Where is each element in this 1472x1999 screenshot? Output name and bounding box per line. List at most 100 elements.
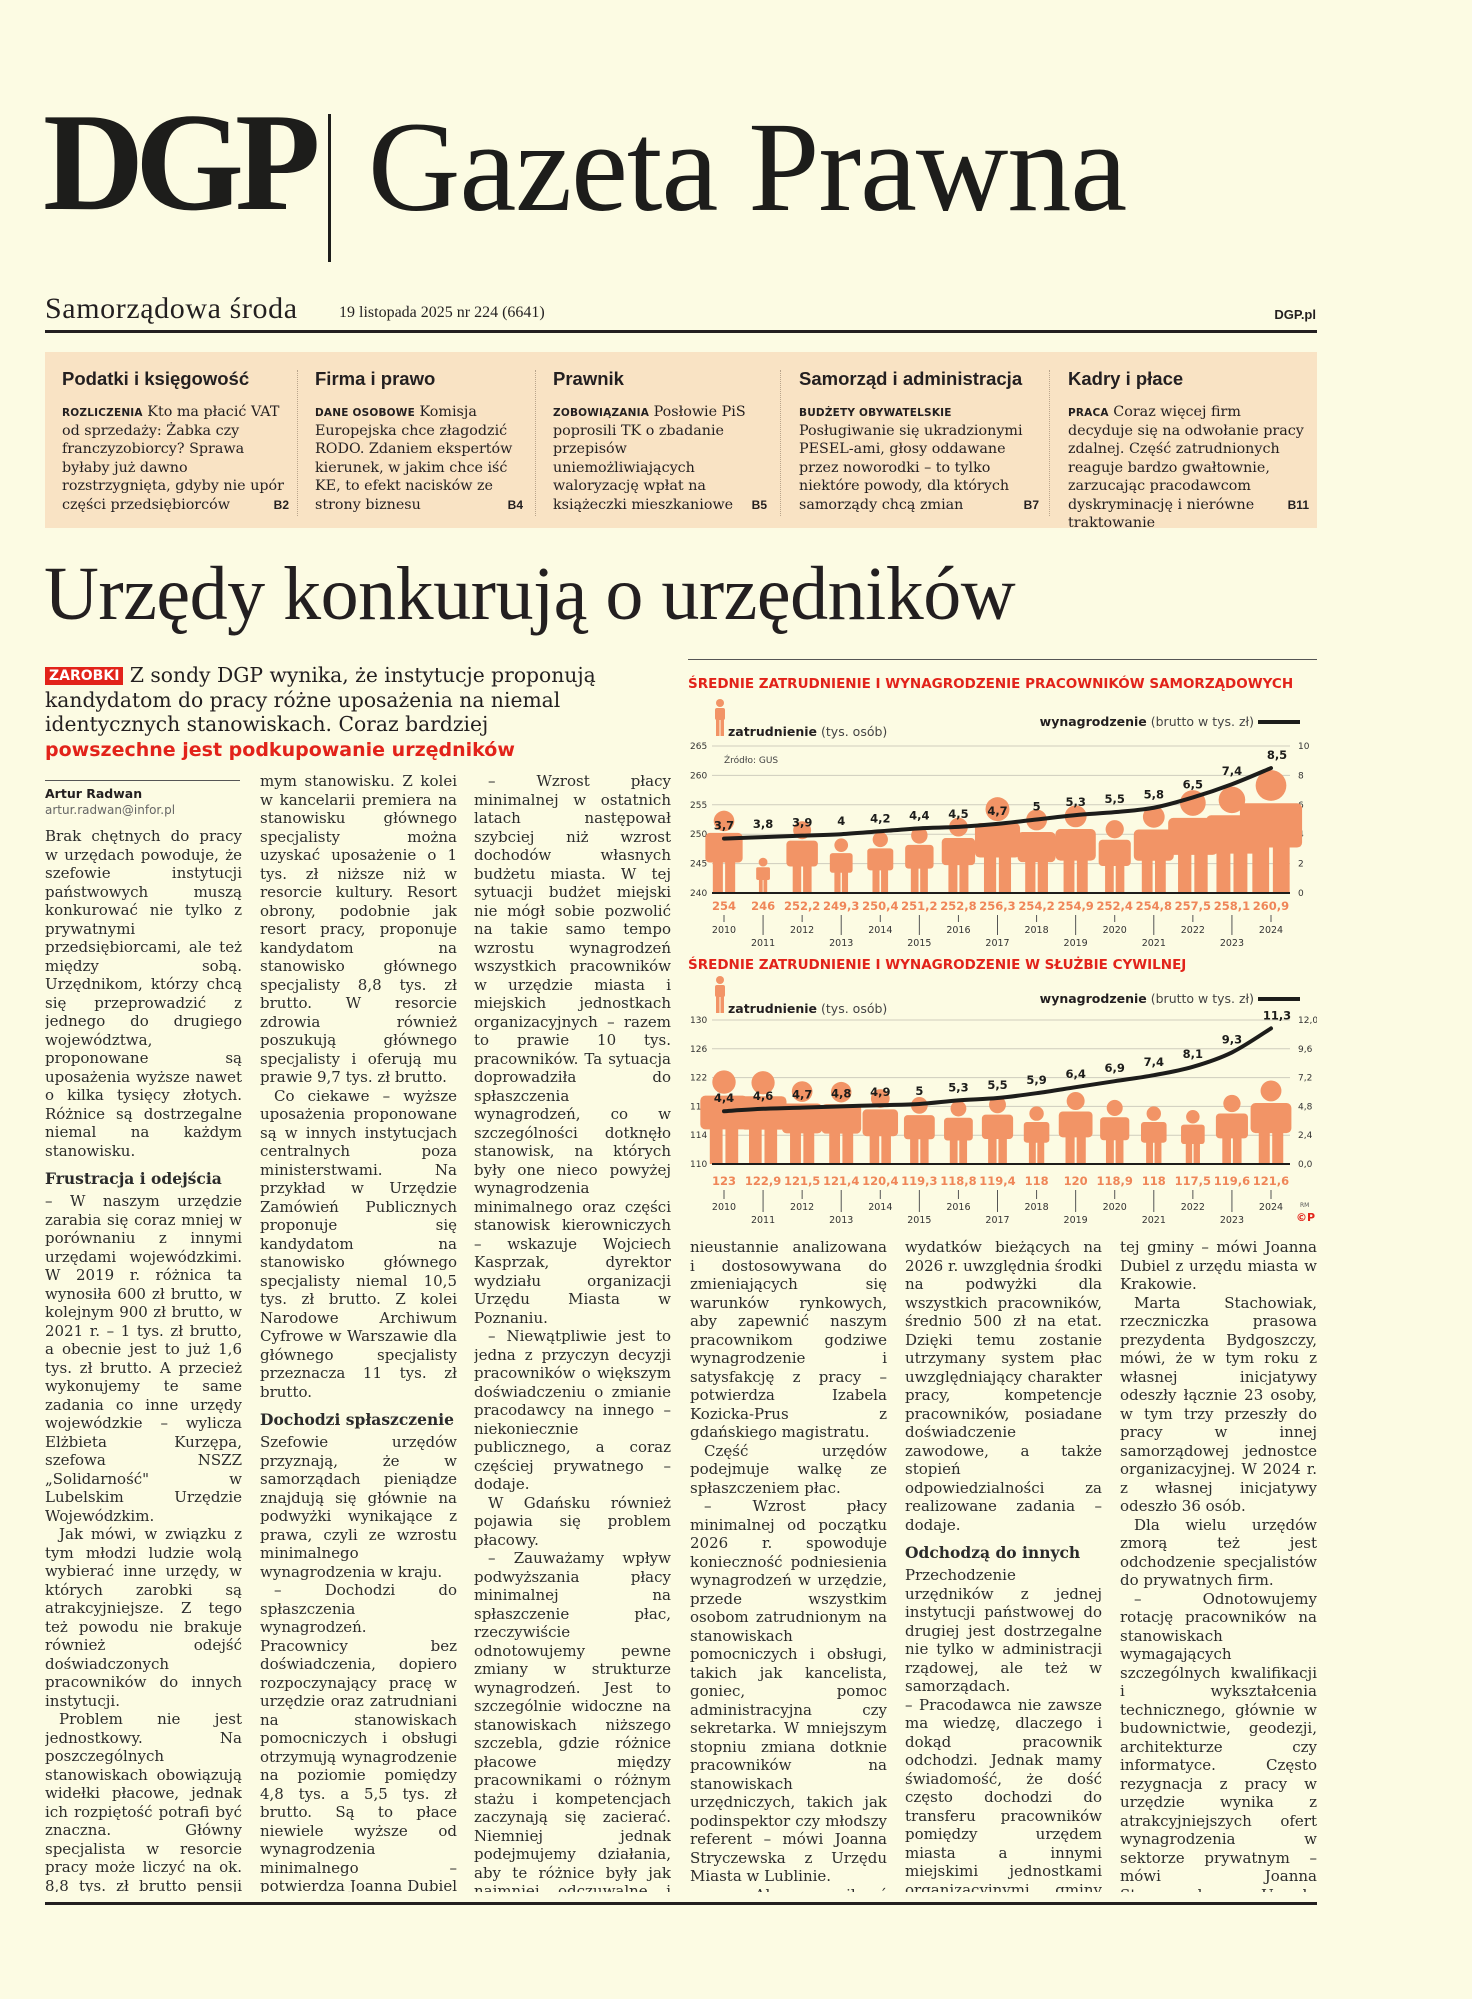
person-leg	[1063, 855, 1075, 893]
person-figure-bar	[1181, 1110, 1205, 1164]
employment-value-label: 254,2	[1018, 899, 1054, 913]
salary-value-label: 8,5	[1267, 748, 1287, 762]
teaser-body: Posłowie PiS poprosili TK o zbadanie prz…	[553, 404, 746, 513]
author-email[interactable]: artur.radwan@infor.pl	[45, 803, 176, 817]
employment-value-label: 249,3	[823, 899, 859, 913]
salary-line	[722, 1026, 1273, 1114]
right-tick-label: 10	[1298, 742, 1310, 752]
person-leg	[1115, 1136, 1124, 1164]
person-torso	[781, 1103, 823, 1134]
left-tick-label: 114	[690, 1131, 707, 1141]
person-leg	[1216, 847, 1231, 893]
legend-salary: wynagrodzenie (brutto w tys. zł)	[1040, 991, 1254, 1006]
person-figure-bar	[1098, 820, 1131, 893]
employment-value-label: 258,1	[1214, 899, 1250, 913]
person-torso	[903, 1115, 935, 1140]
paragraph-text: Szefowie urzędów przyznają, że w samorzą…	[260, 1433, 457, 1581]
paragraph-text: Problem nie jest jednostkowy. Na poszcze…	[45, 1710, 242, 1892]
article-column-5: wydatków bieżących na 2026 r. uwzględnia…	[905, 1238, 1102, 1892]
person-leg	[1115, 861, 1125, 893]
salary-value-label: 6,9	[1105, 1061, 1125, 1075]
lead-highlight: powszechne jest podkupowanie urzędników	[45, 738, 515, 761]
teaser-page: B5	[751, 498, 767, 512]
legend-person-torso	[715, 708, 725, 720]
person-figure-bar	[981, 1096, 1014, 1164]
salary-value-label: 4	[837, 814, 845, 828]
lead-text: Z sondy DGP wynika, że instytucje propon…	[45, 663, 596, 736]
person-torso	[1055, 829, 1096, 861]
year-label: 2016	[946, 925, 970, 936]
teaser-divider	[1049, 370, 1050, 516]
article-paragraph: W Gdańsku również pojawia się problem pł…	[474, 1494, 671, 1550]
person-leg	[1141, 855, 1153, 893]
person-torso	[1023, 1121, 1050, 1143]
employment-value-label: 254	[712, 899, 736, 913]
teaser-podatki[interactable]: Podatki i księgowość ROZLICZENIA Kto ma …	[62, 368, 289, 518]
chart-credit: RM	[1300, 1202, 1309, 1209]
salary-value-label: 9,3	[1222, 1032, 1242, 1046]
year-label: 2016	[946, 1202, 970, 1213]
paragraph-text: – Niewątpliwie jest to jedna z przyczyn …	[474, 1327, 671, 1493]
teaser-firma[interactable]: Firma i prawo DANE OSOBOWE Komisja Europ…	[315, 368, 523, 518]
person-leg	[988, 1134, 997, 1164]
person-leg	[725, 1123, 739, 1164]
teaser-samorzad[interactable]: Samorząd i administracja BUDŻETY OBYWATE…	[799, 368, 1039, 518]
teaser-text: ROZLICZENIA Kto ma płacić VAT od sprzeda…	[62, 403, 289, 514]
teaser-tag: ROZLICZENIA	[62, 407, 143, 419]
person-leg	[872, 866, 880, 893]
person-leg	[869, 1131, 880, 1164]
person-leg	[1025, 857, 1036, 893]
person-leg	[998, 1134, 1007, 1164]
legend-employment-unit: (tys. osób)	[821, 724, 887, 739]
person-head	[989, 1096, 1006, 1114]
left-tick-label: 260	[690, 771, 707, 781]
employment-value-label: 260,9	[1253, 899, 1289, 913]
paragraph-text: nieustannie analizowana i dostosowywana …	[690, 1238, 887, 1441]
salary-value-label: 4,7	[987, 804, 1007, 818]
teaser-heading: Firma i prawo	[315, 368, 436, 389]
person-leg	[1037, 857, 1048, 893]
article-subheading: Frustracja i odejścia	[45, 1169, 242, 1188]
employment-value-label: 121,4	[823, 1174, 859, 1188]
teaser-prawnik[interactable]: Prawnik ZOBOWIĄZANIA Posłowie PiS popros…	[553, 368, 767, 518]
article-paragraph: Co ciekawe – wyższe uposażenia proponowa…	[260, 1087, 457, 1402]
salary-value-label: 6,5	[1183, 777, 1203, 791]
year-label: 2020	[1103, 1202, 1127, 1213]
salary-value-label: 11,3	[1263, 1008, 1291, 1022]
teaser-text: DANE OSOBOWE Komisja Europejska chce zła…	[315, 403, 523, 514]
article-column-1: Brak chętnych do pracy w urzędach powodu…	[45, 827, 242, 1892]
website-link[interactable]: DGP.pl	[1274, 307, 1316, 322]
person-leg	[1154, 1139, 1162, 1164]
person-leg	[764, 1124, 778, 1164]
teaser-body: Kto ma płacić VAT od sprzedaży: Żabka cz…	[62, 404, 284, 513]
salary-value-label: 5,5	[1105, 792, 1125, 806]
salary-value-label: 5	[915, 1084, 923, 1098]
employment-value-label: 120	[1064, 1174, 1088, 1188]
year-label: 2014	[868, 925, 892, 936]
article-column-2: mym stanowisku. Z kolei w kancelarii pre…	[260, 772, 457, 1892]
year-label: 2012	[790, 925, 814, 936]
person-torso	[1215, 1113, 1248, 1139]
legend-person-torso	[715, 985, 725, 997]
person-torso	[941, 838, 976, 866]
person-leg	[709, 1123, 723, 1164]
paragraph-text: W Gdańsku również pojawia się problem pł…	[474, 1493, 671, 1549]
person-leg	[803, 1128, 815, 1164]
paragraph-text: – Odnotowujemy rotację pracowników na st…	[1120, 1589, 1317, 1893]
employment-value-label: 117,5	[1175, 1174, 1211, 1188]
left-tick-label: 245	[690, 860, 707, 870]
teaser-band: Podatki i księgowość ROZLICZENIA Kto ma …	[45, 352, 1317, 531]
article-paragraph: Jak mówi, w związku z tym młodzi ludzie …	[45, 1525, 242, 1710]
teaser-divider	[297, 370, 298, 516]
person-figure-bar	[1058, 1092, 1093, 1164]
person-torso	[974, 823, 1021, 858]
person-torso	[867, 848, 894, 871]
person-leg	[948, 860, 958, 893]
legend-person-icon	[715, 699, 725, 736]
person-head	[713, 810, 735, 832]
right-tick-label: 8	[1298, 771, 1304, 781]
teaser-heading: Samorząd i administracja	[799, 368, 1023, 389]
person-torso	[905, 844, 934, 869]
legend-salary-unit: (brutto w tys. zł)	[1151, 714, 1254, 729]
teaser-kadry[interactable]: Kadry i płace PRACA Coraz więcej firm de…	[1068, 368, 1309, 531]
